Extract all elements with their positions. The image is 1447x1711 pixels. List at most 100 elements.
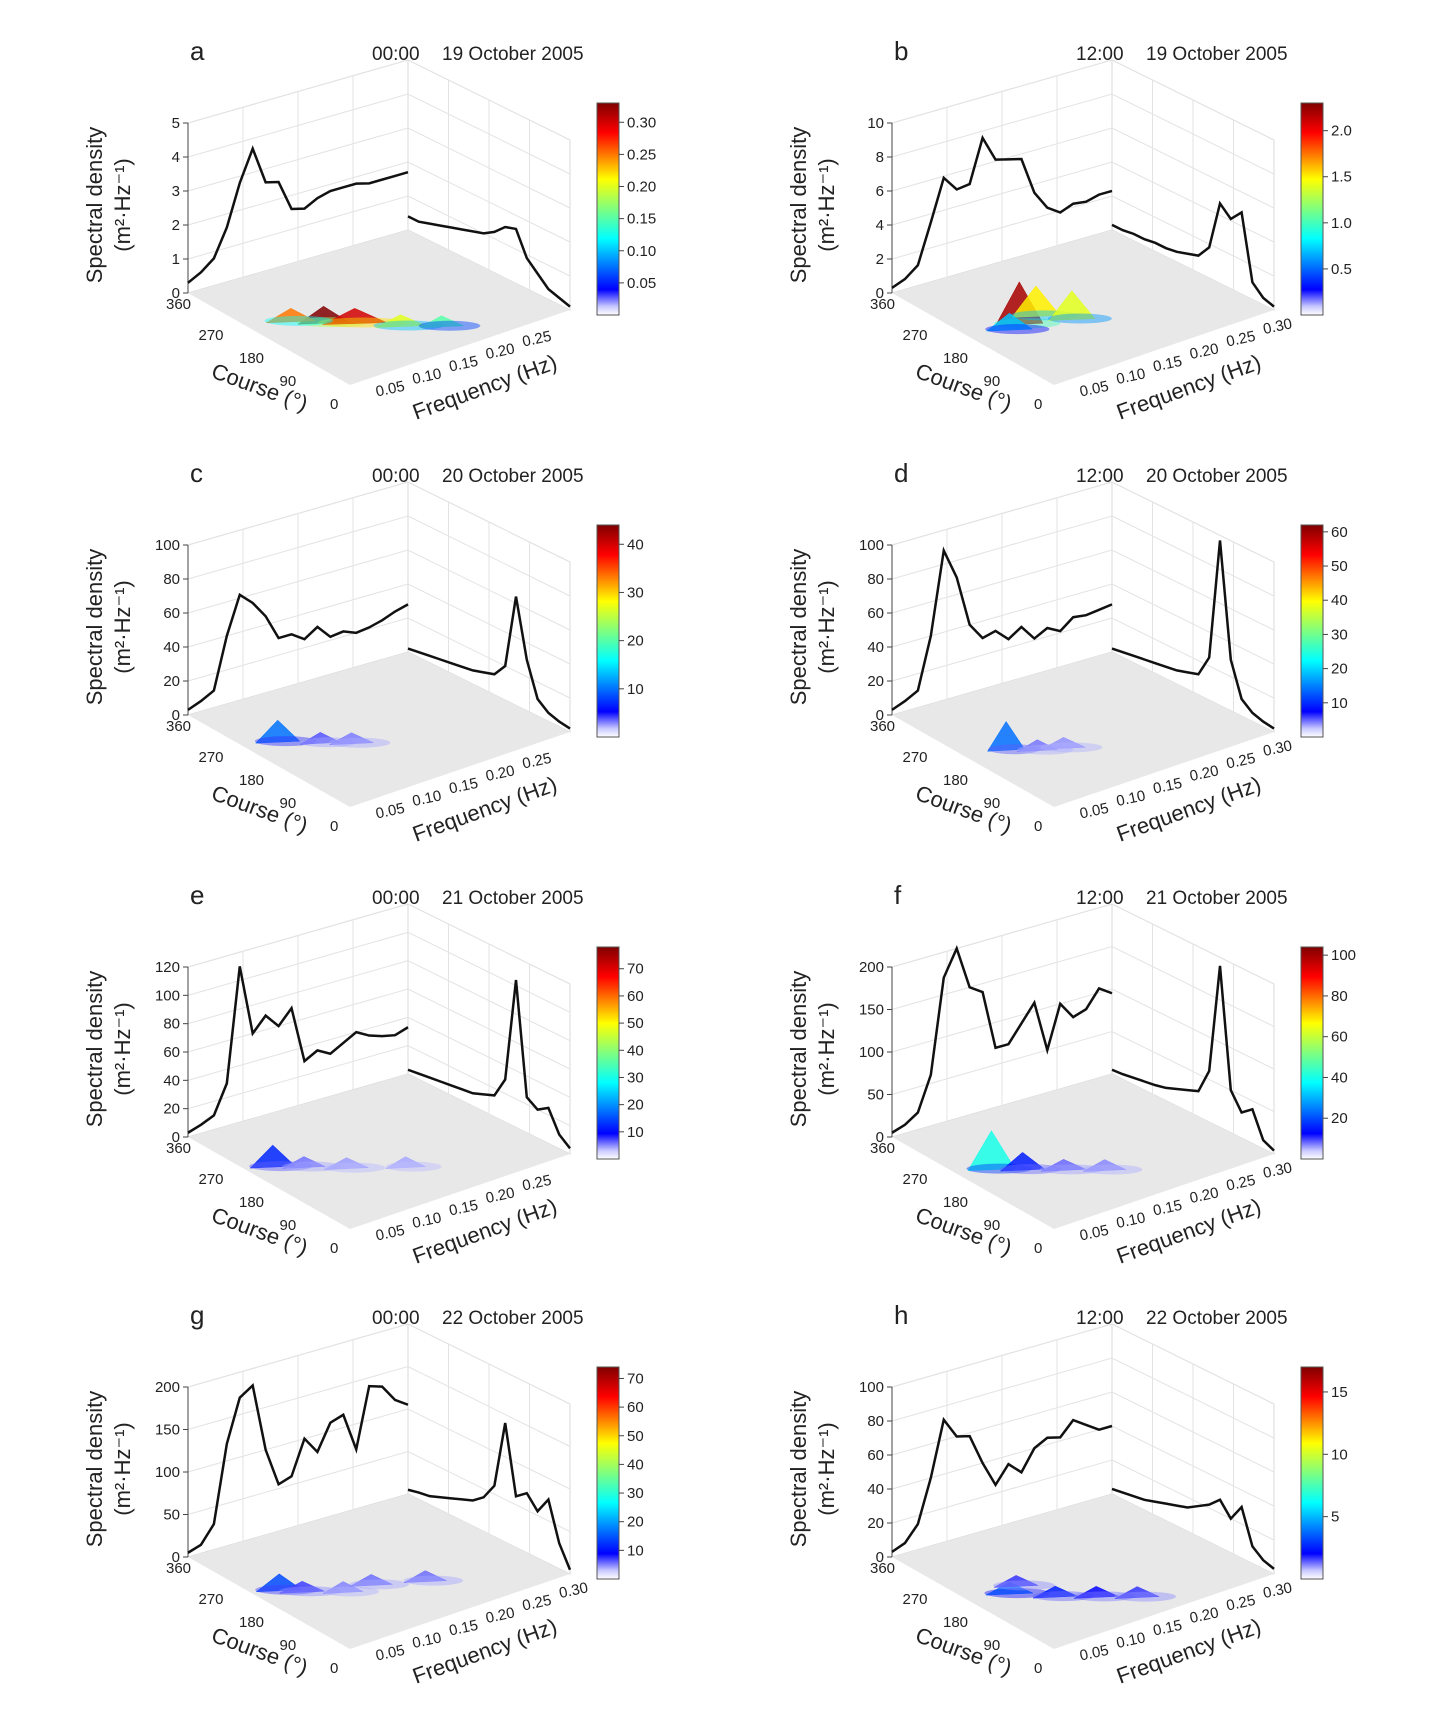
ylabel-line1: Spectral density [82,127,107,284]
freq-tick-label: 0.10 [411,365,443,388]
freq-axis-title: Frequency (Hz) [409,771,560,846]
freq-tick-label: 0.15 [448,775,480,798]
colorbar-tick-label: 0.30 [627,114,656,131]
surface-peak [1040,1159,1087,1172]
freq-tick-label: 0.25 [521,750,553,773]
z-tick-label: 40 [163,639,180,656]
course-tick-label: 180 [239,350,264,367]
z-tick-label: 4 [876,217,884,234]
z-tick-label: 200 [155,1379,180,1396]
surface-peak [1115,1586,1160,1599]
surface-peak [1048,290,1096,321]
course-tick-label: 360 [870,296,895,313]
freq-tick-label: 0.05 [374,800,406,823]
z-tick-label: 100 [155,987,180,1004]
colorbar [1300,946,1324,1160]
wall-gridline [891,515,1275,597]
panel-d: d 12:00 20 October 2005020406080100Spectra… [786,458,1348,847]
colorbar [1300,102,1324,316]
z-tick-label: 20 [163,673,180,690]
colorbar-tick-label: 60 [1331,524,1348,541]
surface-peak [993,1575,1039,1588]
z-tick-label: 60 [163,1044,180,1061]
course-spectrum-curve [891,945,1113,1134]
colorbar-tick-label: 20 [627,1097,644,1114]
z-tick-label: 0 [876,707,884,724]
wall-gridline [891,583,1275,665]
freq-tick-label: 0.10 [1115,365,1147,388]
z-tick-label: 5 [172,115,180,132]
wall-gridline [187,903,571,985]
wall-gridline [891,161,1275,243]
z-tick-label: 2 [172,217,180,234]
panel-date: 21 October 2005 [1146,888,1288,909]
panel-letter: g [190,1300,204,1330]
z-tick-label: 0 [172,1129,180,1146]
course-tick-label: 0 [330,396,338,413]
colorbar-tick-label: 20 [1331,1110,1348,1127]
wall-gridline [891,481,1275,563]
course-tick-label: 90 [984,373,1001,390]
wall-gridline [891,1357,1275,1439]
course-tick-label: 180 [943,1194,968,1211]
panel-e: e 00:00 21 October 2005020406080100120Spec… [82,880,644,1269]
surface-patch [278,1586,342,1597]
course-tick-label: 0 [1034,1660,1042,1677]
frequency-spectrum-curve [1111,965,1275,1152]
z-tick-label: 80 [163,1016,180,1033]
colorbar [1300,524,1324,738]
freq-tick-label: 0.30 [1262,737,1294,760]
z-tick-label: 40 [867,639,884,656]
colorbar-tick-label: 30 [1331,626,1348,643]
z-tick-label: 200 [859,959,884,976]
course-tick-label: 270 [199,1171,224,1188]
frequency-spectrum-curve [1111,540,1275,730]
surface-peak [300,732,342,745]
ylabel-line1: Spectral density [786,971,811,1128]
z-tick-label: 6 [876,183,884,200]
ylabel-line2: (m²·Hz⁻¹) [110,1422,135,1515]
z-tick-label: 4 [172,149,180,166]
freq-tick-label: 0.05 [374,1222,406,1245]
panel-f: f 12:00 21 October 2005050100150200Spectra… [786,880,1356,1269]
ylabel-line2: (m²·Hz⁻¹) [814,1002,839,1095]
surface-patch [993,1580,1055,1591]
panel-letter: b [894,36,908,66]
freq-tick-label: 0.25 [1225,750,1257,773]
z-tick-label: 0 [876,285,884,302]
freq-axis-title: Frequency (Hz) [409,349,560,424]
panel-letter: e [190,880,204,910]
surface-peak [419,315,464,329]
course-tick-label: 270 [903,327,928,344]
freq-tick-label: 0.20 [1188,762,1220,785]
freq-tick-label: 0.30 [1262,1579,1294,1602]
colorbar-tick-label: 40 [627,1042,644,1059]
surface-patch [999,1164,1062,1175]
panel-date: 22 October 2005 [442,1308,584,1329]
surface-patch [1047,313,1112,324]
wall-gridline [891,945,1275,1027]
panel-g: g 00:00 22 October 2005050100150200Spectra… [82,1300,644,1689]
freq-axis-title: Frequency (Hz) [409,1613,560,1688]
course-tick-label: 180 [943,772,968,789]
surface-peak [1033,1585,1078,1599]
surface-peak [403,1570,447,1583]
freq-axis-title: Frequency (Hz) [1113,1193,1264,1268]
colorbar-tick-label: 0.5 [1331,261,1352,278]
surface-peak [349,1574,393,1587]
z-tick-label: 100 [155,537,180,554]
wall-gridline [891,988,1275,1070]
course-tick-label: 360 [166,296,191,313]
course-tick-label: 270 [199,749,224,766]
colorbar-tick-label: 70 [627,1370,644,1387]
freq-tick-label: 0.30 [558,1579,590,1602]
colorbar-tick-label: 50 [1331,558,1348,575]
colorbar [596,1366,620,1580]
course-tick-label: 90 [280,795,297,812]
frequency-spectrum-curve [1111,1487,1275,1570]
z-tick-label: 0 [876,1549,884,1566]
z-tick-label: 0 [172,707,180,724]
course-tick-label: 270 [903,1591,928,1608]
z-tick-label: 10 [867,115,884,132]
